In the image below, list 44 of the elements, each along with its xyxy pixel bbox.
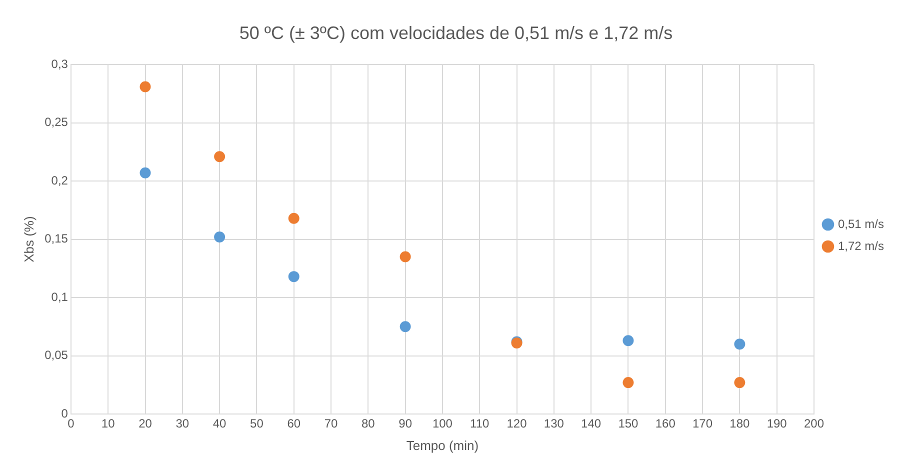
- x-tick-label: 60: [287, 416, 301, 431]
- x-tick-label: 50: [250, 416, 264, 431]
- x-tick-label: 170: [692, 416, 713, 431]
- y-tick-label: 0,3: [51, 56, 68, 71]
- x-tick-label: 150: [618, 416, 639, 431]
- x-tick-label: 20: [138, 416, 152, 431]
- x-tick-label: 140: [581, 416, 602, 431]
- legend-label: 0,51 m/s: [838, 216, 884, 231]
- point: [214, 231, 226, 242]
- x-tick-label: 40: [212, 416, 227, 431]
- x-tick-label: 190: [766, 416, 788, 431]
- point: [288, 271, 300, 282]
- legend-label: 1,72 m/s: [838, 238, 884, 253]
- y-tick-label: 0: [61, 406, 68, 420]
- x-tick-label: 70: [324, 416, 338, 431]
- point: [400, 251, 411, 262]
- point: [622, 335, 634, 346]
- point: [288, 212, 300, 224]
- x-tick-label: 80: [361, 416, 376, 431]
- y-tick-label: 0,1: [51, 290, 68, 304]
- x-tick-label: 160: [655, 416, 676, 431]
- y-tick-label: 0,15: [44, 232, 68, 246]
- y-tick-label: 0,2: [51, 173, 68, 188]
- point: [140, 167, 151, 178]
- point: [734, 338, 746, 350]
- point: [400, 321, 411, 332]
- x-tick-label: 90: [398, 416, 412, 431]
- x-tick-label: 10: [101, 416, 116, 431]
- y-axis-title: Xbs (%): [21, 216, 36, 262]
- x-tick-label: 180: [730, 416, 750, 431]
- point: [140, 81, 151, 92]
- x-tick-label: 100: [432, 416, 453, 431]
- point: [214, 151, 226, 162]
- x-axis-title: Tempo (min): [406, 438, 479, 453]
- x-tick-label: 30: [176, 416, 190, 431]
- point: [622, 377, 634, 388]
- x-tick-label: 130: [544, 416, 564, 431]
- y-tick-label: 0,05: [44, 348, 68, 362]
- chart-title: 50 ºC (± 3ºC) com velocidades de 0,51 m/s e 1,72 m/s: [239, 22, 673, 43]
- x-tick-label: 200: [804, 416, 824, 431]
- x-tick-label: 120: [506, 416, 528, 431]
- x-tick-label: 110: [470, 416, 490, 431]
- point: [734, 377, 746, 388]
- y-tick-label: 0,25: [44, 115, 68, 130]
